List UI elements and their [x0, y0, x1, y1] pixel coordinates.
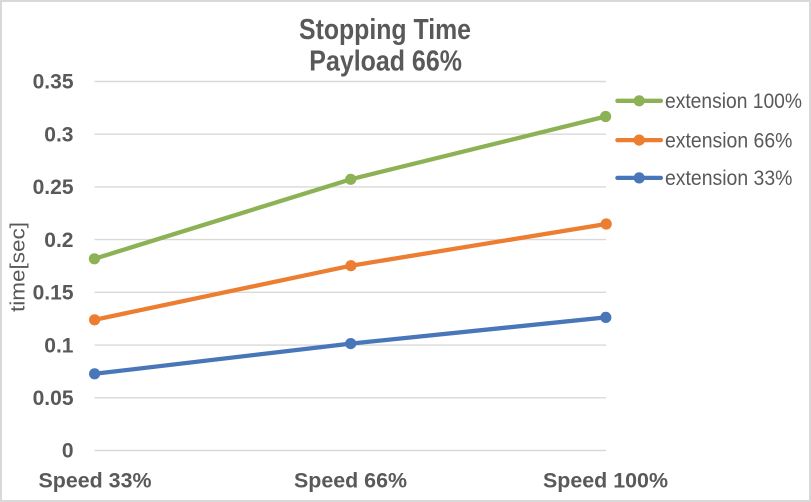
svg-text:0.35: 0.35	[33, 71, 74, 94]
svg-text:0.15: 0.15	[33, 282, 74, 305]
svg-text:extension 100%: extension 100%	[665, 90, 802, 113]
svg-text:0.1: 0.1	[44, 334, 74, 357]
svg-text:time[sec]: time[sec]	[8, 222, 30, 312]
svg-text:Stopping Time: Stopping Time	[299, 14, 471, 46]
svg-text:Payload 66%: Payload 66%	[309, 46, 462, 78]
svg-text:0: 0	[62, 440, 74, 463]
svg-text:extension 33%: extension 33%	[665, 167, 792, 190]
svg-text:Speed 33%: Speed 33%	[39, 470, 152, 493]
svg-text:0.25: 0.25	[33, 176, 74, 199]
svg-text:0.2: 0.2	[44, 229, 73, 252]
svg-text:Speed 66%: Speed 66%	[294, 470, 407, 493]
svg-text:extension 66%: extension 66%	[665, 129, 792, 152]
svg-text:0.3: 0.3	[44, 123, 73, 146]
svg-text:Speed 100%: Speed 100%	[543, 470, 668, 493]
svg-text:0.05: 0.05	[33, 387, 74, 410]
